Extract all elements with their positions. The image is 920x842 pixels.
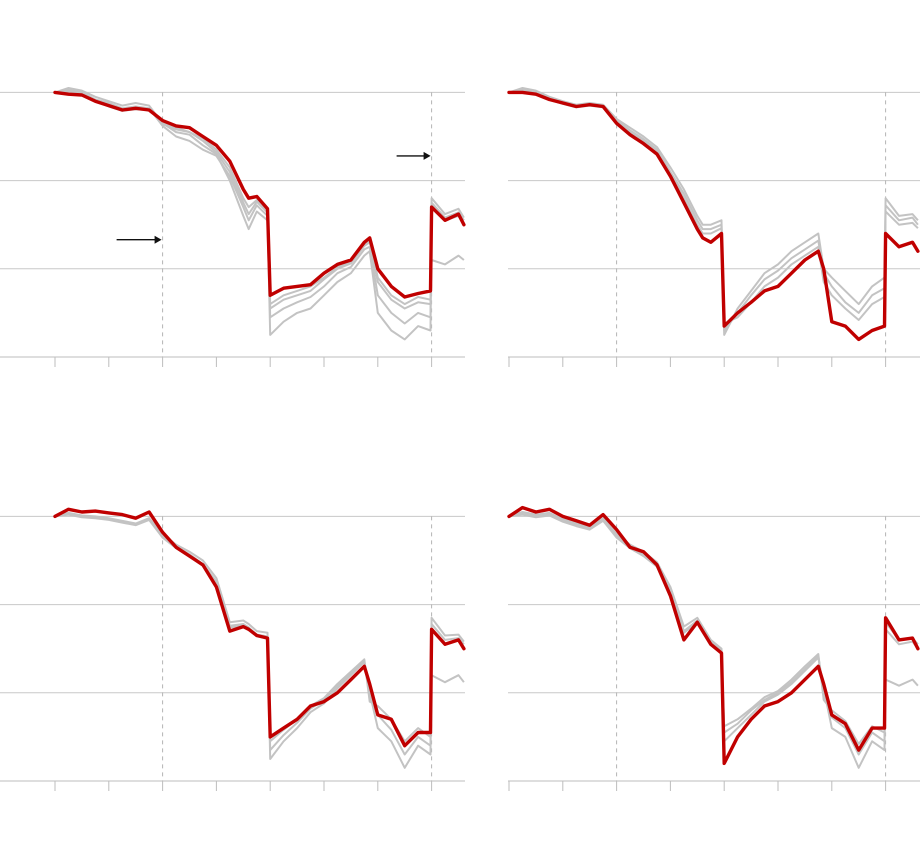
context-series-line-3 [508,513,919,745]
context-series-line-1 [508,87,919,336]
context-series-line-2 [508,88,919,332]
context-series-line-3 [508,89,919,325]
context-series-line-1 [508,511,919,769]
annotation-arrowhead-1 [154,235,162,244]
highlight-series-line [53,90,466,299]
highlight-series-line [507,90,920,342]
chart-panel-top-right [507,87,920,367]
context-series-line-3 [54,513,465,743]
chart-panel-bottom-right [507,505,920,791]
annotation-arrowhead-2 [423,151,431,160]
chart-panel-top-left [0,87,466,367]
highlight-series-line [507,505,920,766]
context-series-line-2 [54,512,465,756]
context-series-line-2 [508,512,919,756]
context-series-line-2 [54,88,465,325]
chart-panel-bottom-left [0,507,466,791]
highlight-series-line [53,507,466,748]
context-series-line-1 [54,511,465,769]
